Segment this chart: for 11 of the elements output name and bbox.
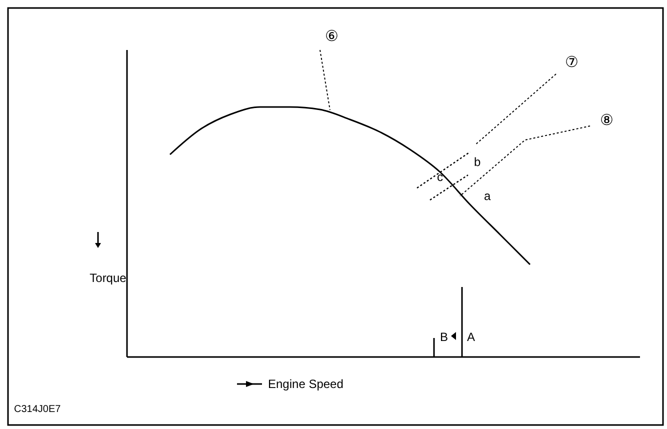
annotation: a: [484, 189, 491, 203]
annotation: B: [440, 330, 448, 344]
x-axis-title: Engine Speed: [268, 377, 344, 391]
text: ⑥: [325, 28, 338, 45]
text: ⑦: [565, 54, 578, 71]
annotation: b: [474, 155, 481, 169]
annotation: c: [437, 170, 443, 184]
text: C314J0E7: [14, 404, 62, 415]
annotation: A: [467, 330, 476, 344]
y-axis-title: Torque: [90, 271, 127, 285]
text: ⑧: [600, 112, 614, 129]
